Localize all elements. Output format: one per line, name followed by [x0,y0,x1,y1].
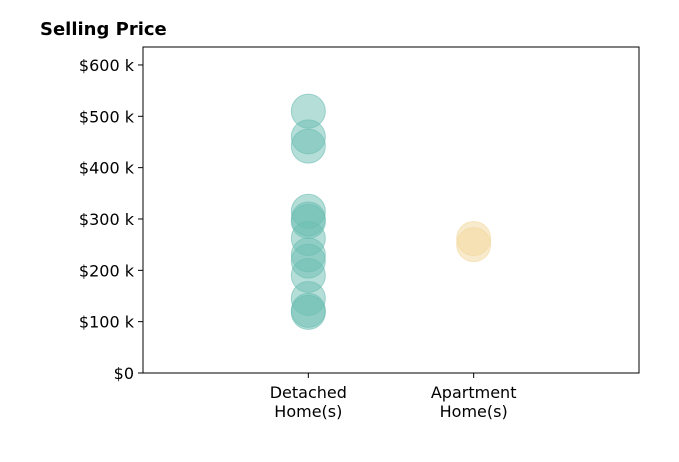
x-category-label: Apartment [431,383,517,402]
y-tick-label: $300 k [79,210,135,229]
y-tick-label: $600 k [79,56,135,75]
data-point [456,227,492,263]
plot-frame [142,46,640,374]
y-tick-label: $0 [114,364,134,383]
y-tick-label: $400 k [79,159,135,178]
x-category-label: Home(s) [274,402,342,421]
chart-title: Selling Price [40,19,167,40]
data-point [290,128,326,164]
y-axis: $0 $100 k $200 k $300 k $400 k $500 k $600 k [79,56,143,383]
x-category-label: Home(s) [440,402,508,421]
y-tick-label: $500 k [79,107,135,126]
y-tick-label: $100 k [79,313,135,332]
y-tick-label: $200 k [79,261,135,280]
x-category-label: Detached [270,383,347,402]
data-point [290,294,326,330]
data-points [290,93,492,330]
